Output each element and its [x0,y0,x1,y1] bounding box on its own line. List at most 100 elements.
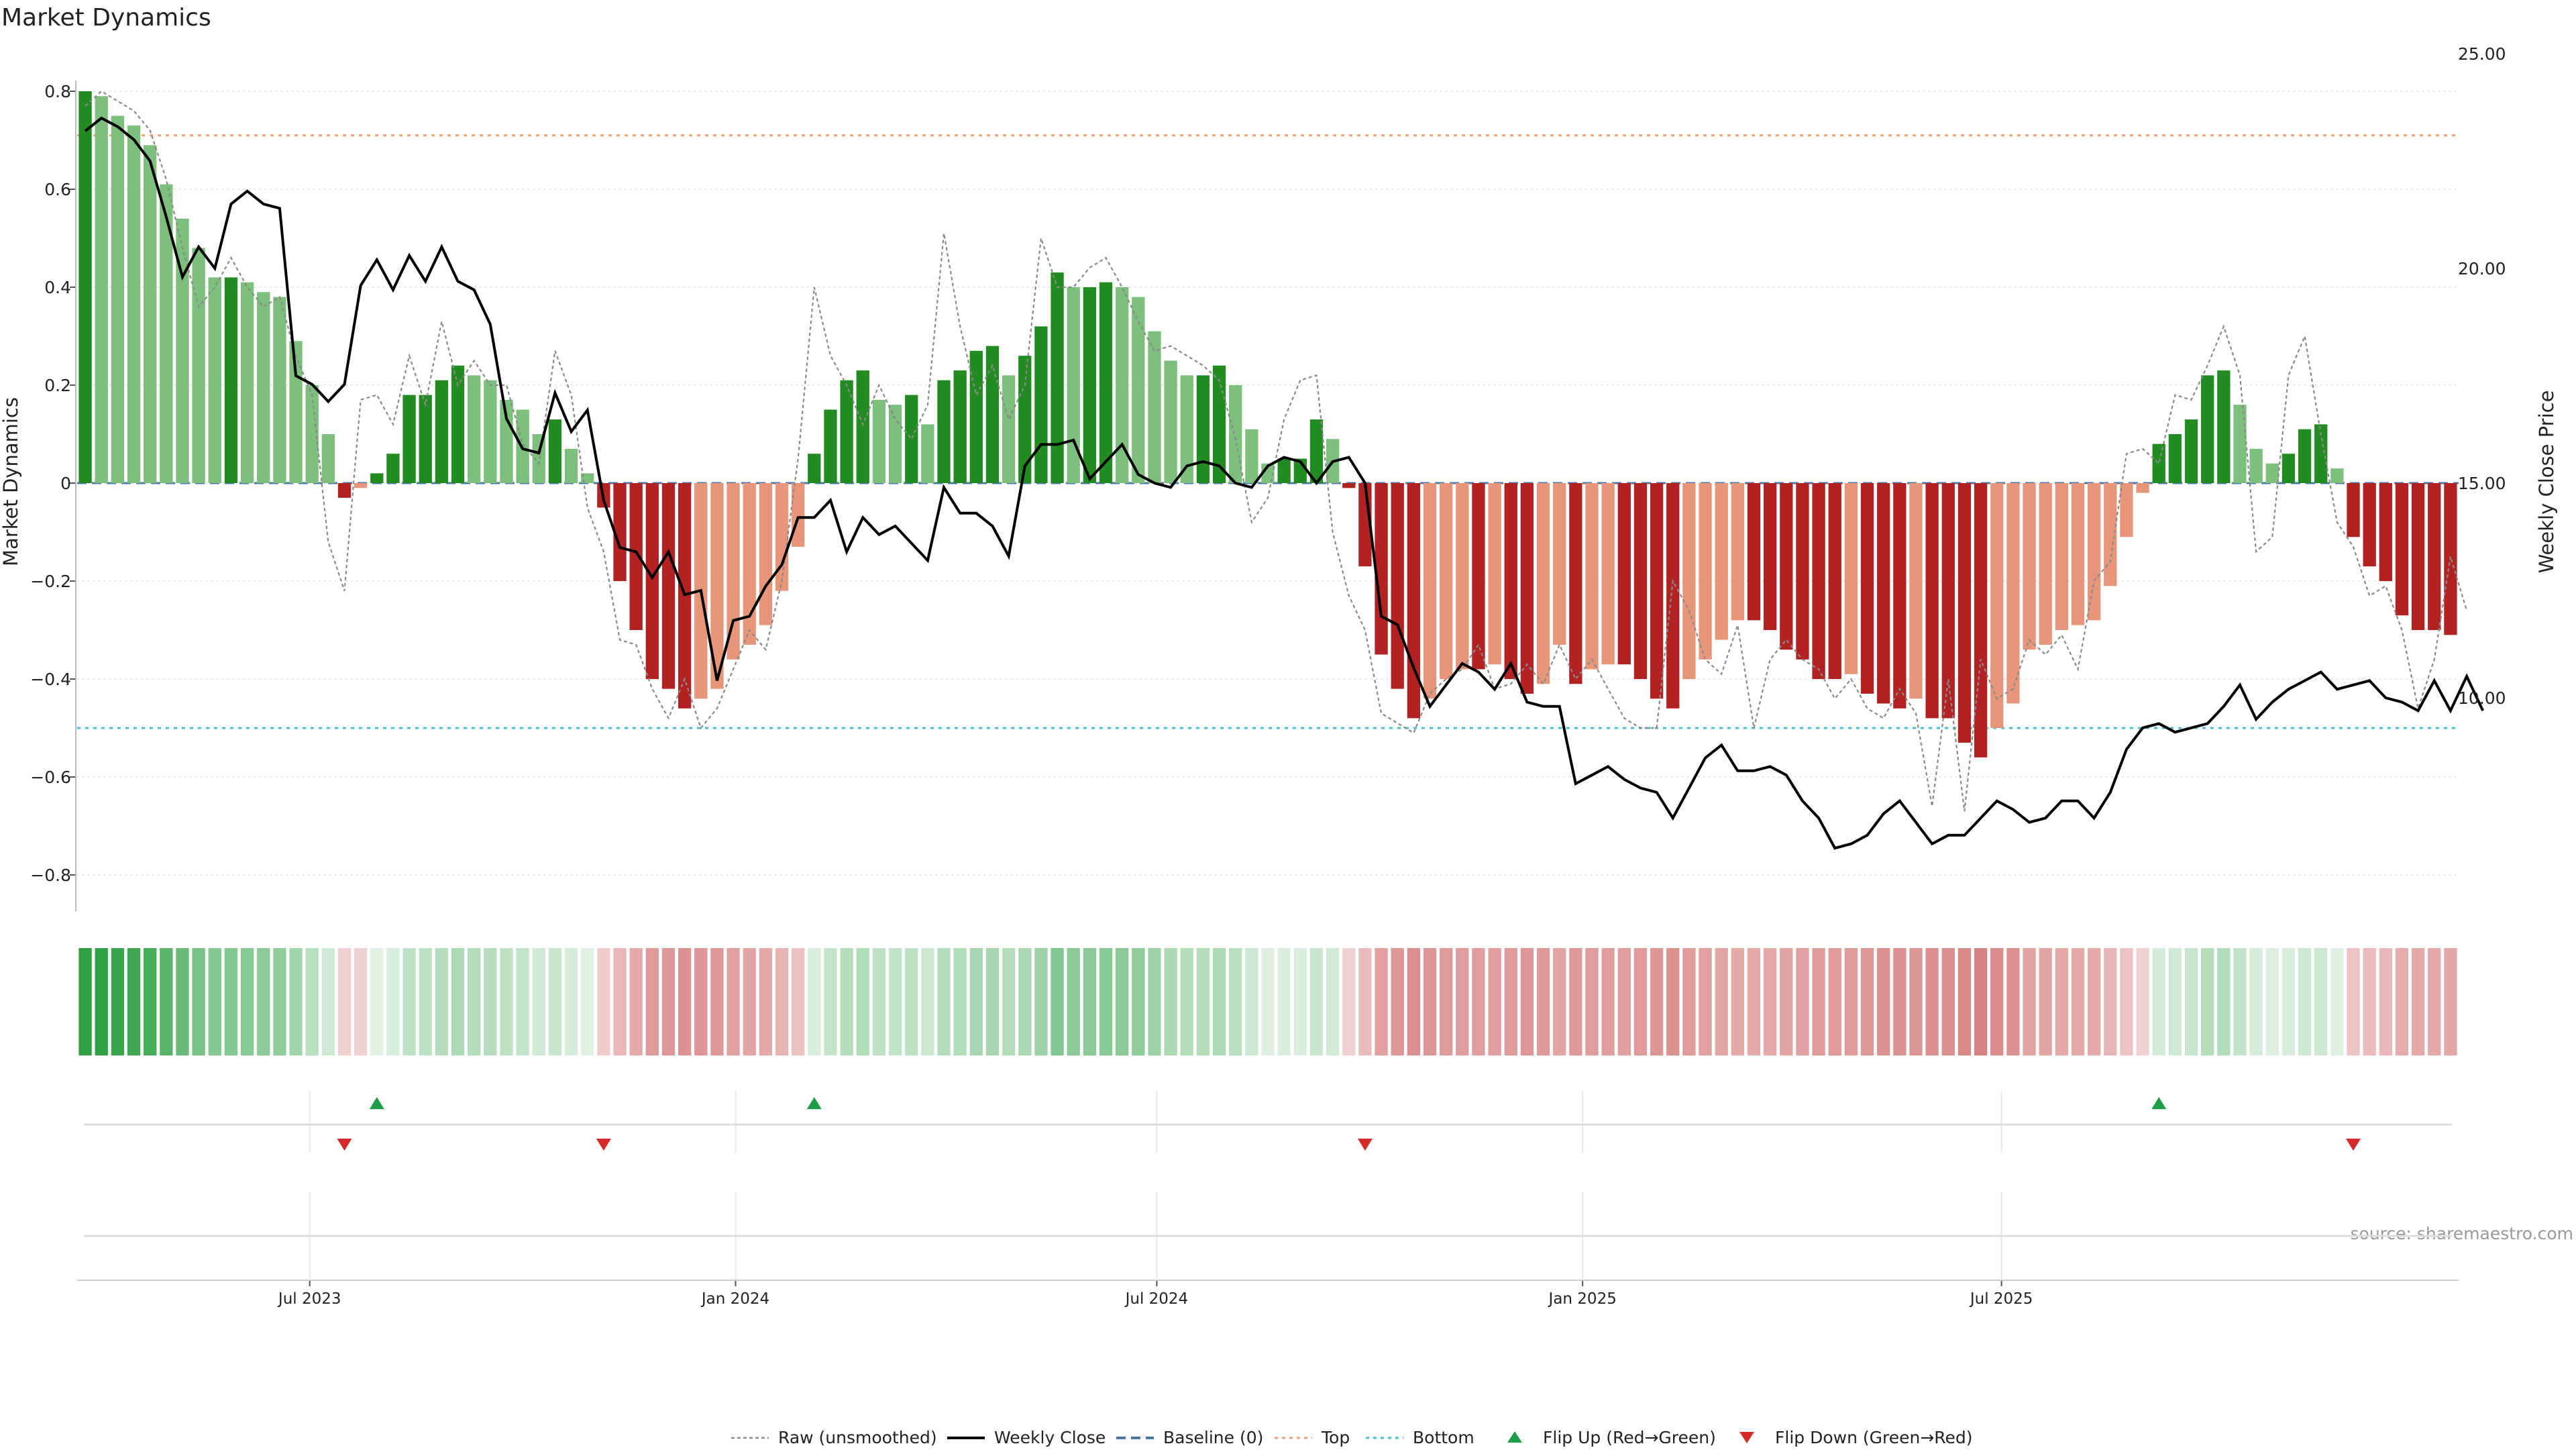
source-note: source: sharemaestro.com [2351,1224,2574,1243]
heat-strip-cell [564,948,578,1055]
flip-down-marker [2346,1139,2361,1151]
heat-strip-cell [759,948,773,1055]
heat-strip-cell [1132,948,1145,1055]
market-dynamics-bar [775,483,789,591]
market-dynamics-bar [1909,483,1923,699]
heat-strip-cell [435,948,449,1055]
heat-strip-cell [1828,948,1841,1055]
market-dynamics-bar [208,277,221,483]
heat-strip-cell [921,948,934,1055]
heat-strip-cell [937,948,951,1055]
market-dynamics-bar [1666,483,1680,709]
line-series [84,90,2485,850]
market-dynamics-bar [127,125,141,484]
market-dynamics-bar [856,370,869,483]
heat-strip-cell [2428,948,2441,1055]
flip-up-marker [2151,1097,2167,1109]
market-dynamics-bar [1828,483,1841,679]
y2-tick-label: 15.00 [2458,474,2506,493]
heat-strip-cell [289,948,303,1055]
market-dynamics-bar [321,434,335,483]
market-dynamics-bar [192,248,205,483]
heat-strip-cell [613,948,627,1055]
market-dynamics-bar [1974,483,1988,758]
market-dynamics-bar [176,218,189,483]
market-dynamics-bar [1990,483,2004,728]
heat-strip-cell [240,948,254,1055]
heat-strip-cell [1245,948,1258,1055]
heat-strip-cell [370,948,384,1055]
market-dynamics-bar [484,380,497,483]
market-dynamics-bar [888,405,902,483]
heat-strip [78,948,2457,1055]
market-dynamics-bar [1277,458,1291,483]
heat-strip-cell [2184,948,2198,1055]
y-tick-label: −0.8 [30,866,71,885]
market-dynamics-bar [2120,483,2133,537]
heat-strip-cell [402,948,416,1055]
heat-strip-cell [1553,948,1566,1055]
market-dynamics-bar [78,91,92,483]
market-dynamics-bar [2330,468,2344,483]
market-dynamics-bar [2055,483,2068,630]
legend-item-flip_up: Flip Up (Red→Green) [1507,1428,1716,1447]
heat-strip-cell [969,948,983,1055]
heat-strip-cell [337,948,352,1055]
heat-strip-cell [1504,948,1517,1055]
legend-label: Raw (unsmoothed) [778,1428,937,1447]
market-dynamics-bar [1439,483,1453,679]
market-dynamics-bar [500,399,513,483]
market-dynamics-bar [1391,483,1404,689]
market-dynamics-bar [613,483,627,581]
heat-strip-cell [1439,948,1453,1055]
market-dynamics-bar [1925,483,1939,719]
market-dynamics-bar [257,292,270,483]
heat-strip-cell [1780,948,1793,1055]
heat-strip-cell [2265,948,2279,1055]
heat-strip-cell [2087,948,2101,1055]
heat-strip-cell [484,948,497,1055]
legend-item-close: Weekly Close [947,1428,1106,1447]
heat-strip-cell [1715,948,1728,1055]
flip-down-marker [337,1139,352,1151]
heat-strip-cell [1941,948,1955,1055]
heat-strip-cell [629,948,643,1055]
heat-strip-cell [1358,948,1372,1055]
heat-strip-cell [1018,948,1032,1055]
market-dynamics-bar [710,483,724,689]
legend-label: Flip Down (Green→Red) [1775,1428,1973,1447]
heat-strip-cell [2298,948,2312,1055]
market-dynamics-bar [2217,370,2231,483]
heat-strip-cell [1974,948,1988,1055]
market-dynamics-bar [1553,483,1566,645]
heat-strip-cell [2411,948,2425,1055]
heat-strip-cell [2152,948,2165,1055]
market-dynamics-bar [419,395,432,483]
market-dynamics-bar [370,473,384,483]
heat-strip-cell [468,948,481,1055]
market-dynamics-bar [111,115,125,483]
market-dynamics-bar [1715,483,1728,640]
heat-strip-cell [1520,948,1534,1055]
legend-item-top: Top [1275,1428,1350,1447]
heat-strip-cell [500,948,513,1055]
market-dynamics-bar [451,365,465,483]
market-dynamics-bar [1342,483,1356,488]
market-dynamics-bar [1569,483,1582,684]
y-tick-label: 0 [60,474,71,493]
heat-strip-cell [1909,948,1923,1055]
market-dynamics-bar [1229,385,1242,483]
heat-strip-cell [1860,948,1874,1055]
market-dynamics-bar [1164,360,1177,483]
heat-strip-cell [354,948,368,1055]
legend-label: Bottom [1413,1428,1474,1447]
x-tick-label: Jan 2025 [1548,1290,1617,1308]
heat-strip-cell [840,948,853,1055]
market-dynamics-bar [1407,483,1421,719]
market-dynamics-bar [808,454,821,483]
heat-strip-cell [2330,948,2344,1055]
market-dynamics-bar [2428,483,2441,630]
market-dynamics-bar [2006,483,2020,704]
legend-item-baseline: Baseline (0) [1116,1428,1263,1447]
